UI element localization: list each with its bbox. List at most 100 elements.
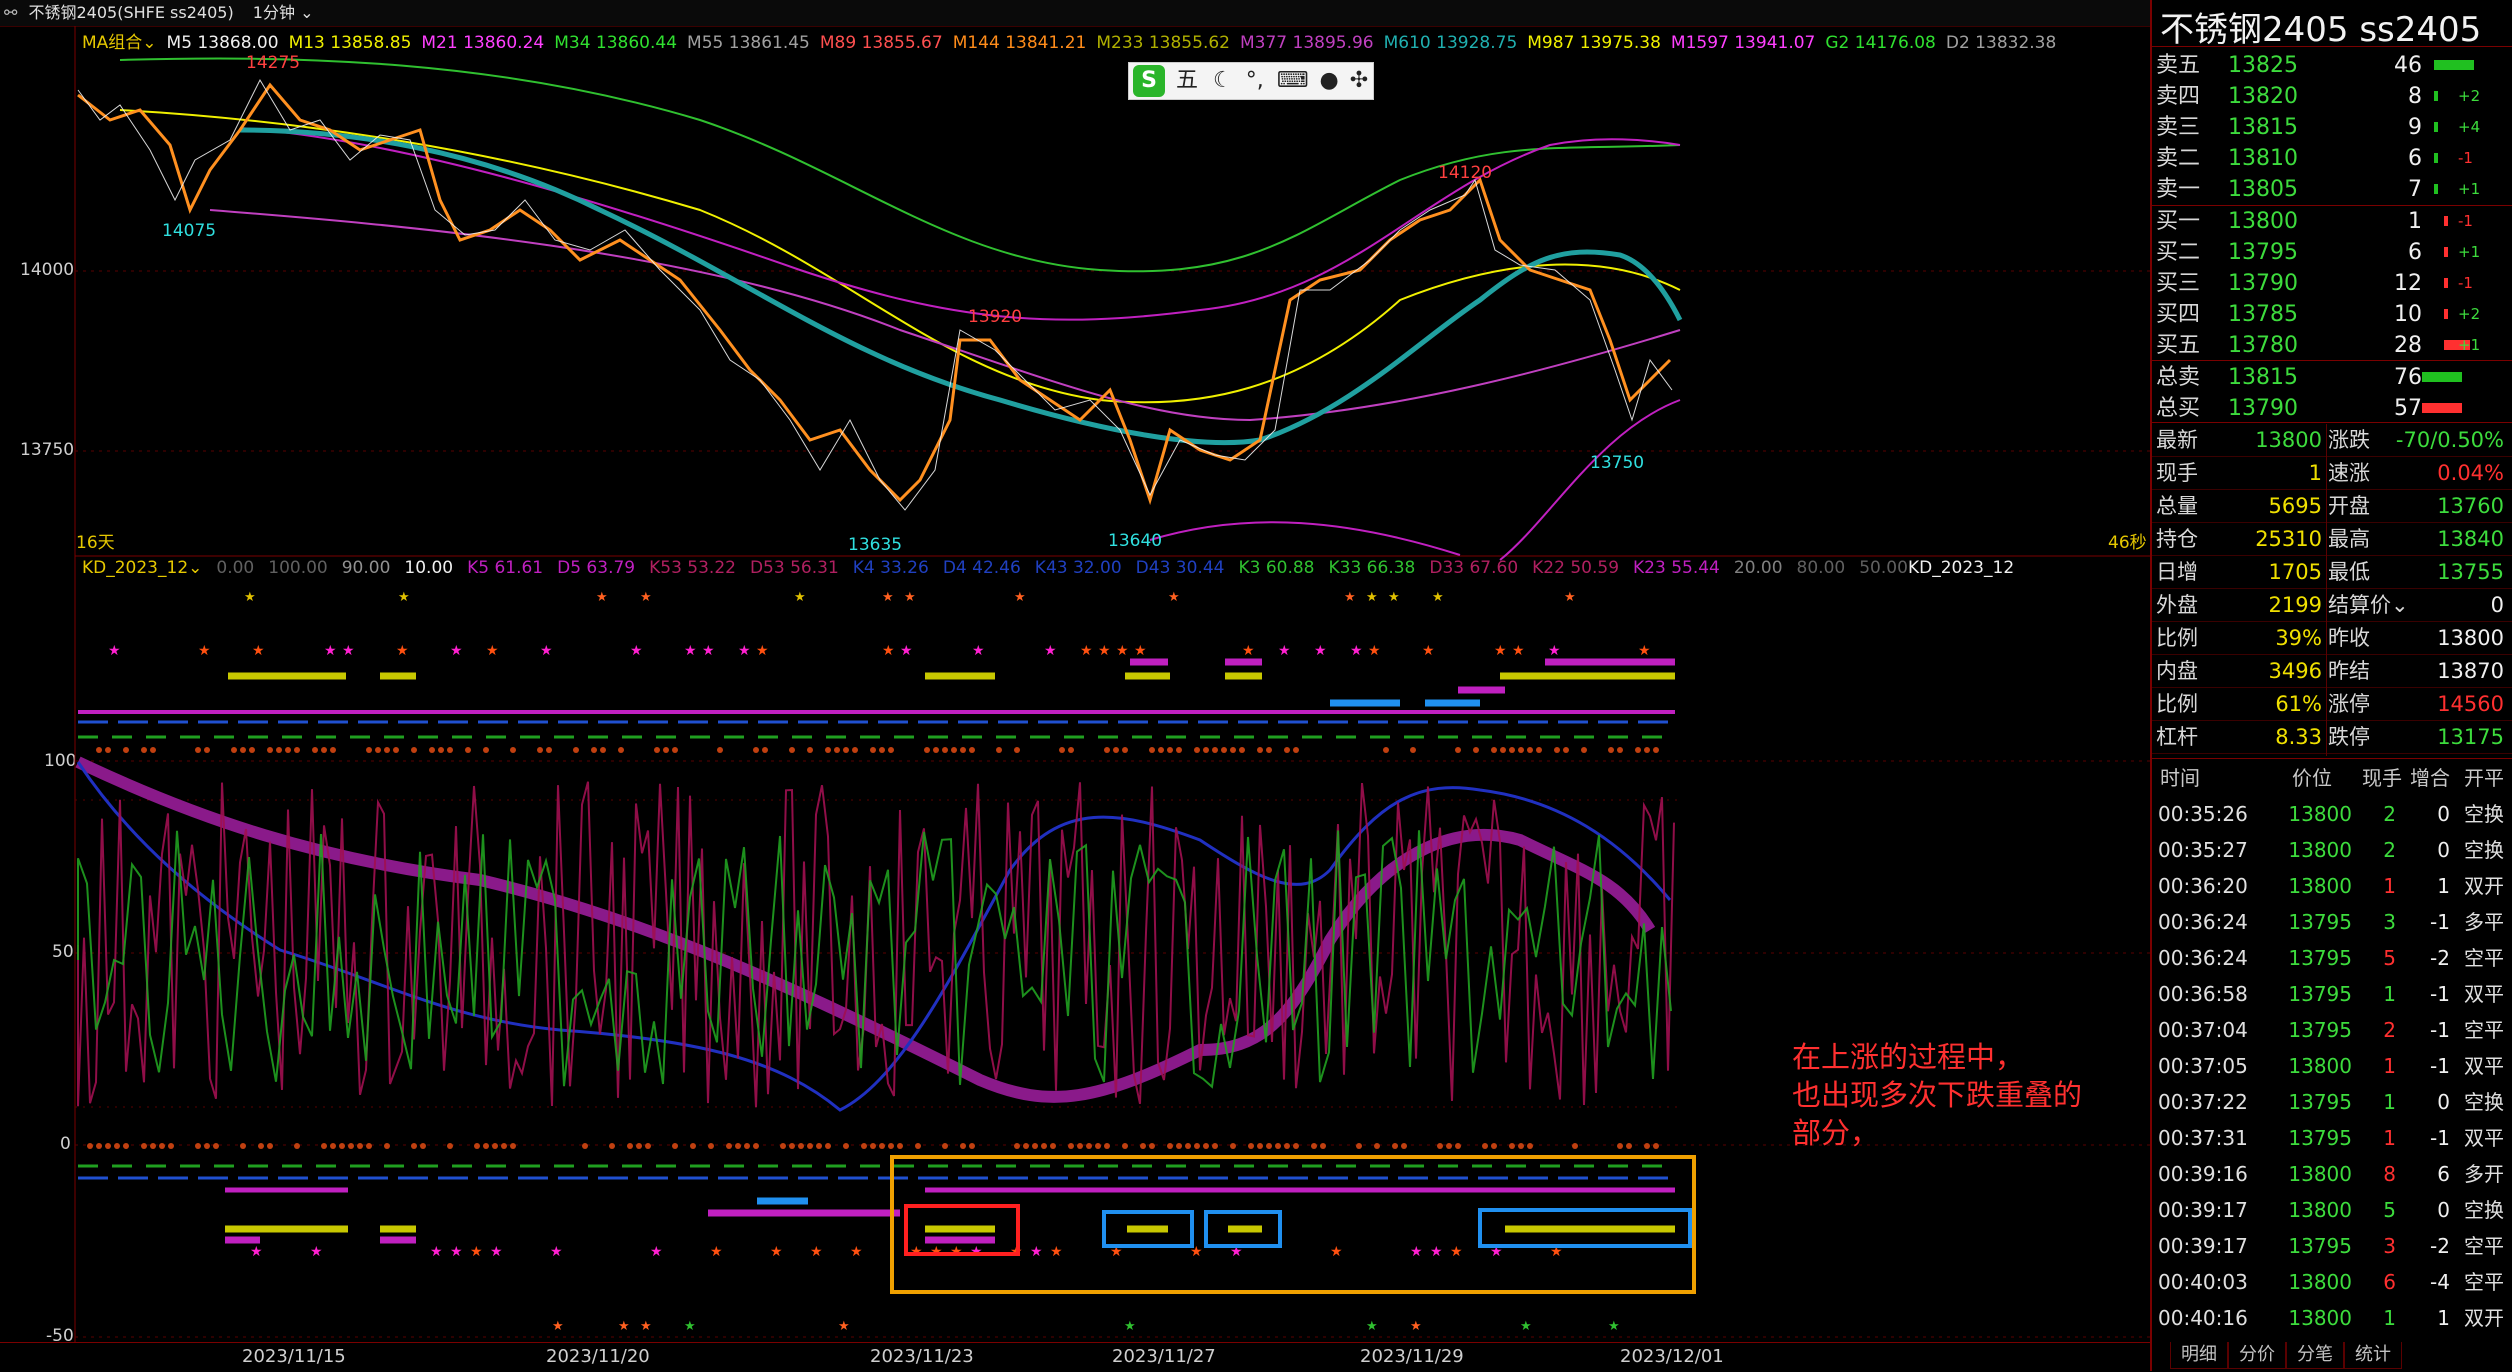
star-marker: ★	[250, 1244, 263, 1260]
dot-marker	[1617, 747, 1623, 753]
user-icon[interactable]: ●	[1319, 68, 1339, 93]
dot-marker	[1293, 1143, 1299, 1149]
trade-row: 00:36:24 13795 5 -2 空平	[2158, 946, 2504, 970]
kd-indicator-dropdown[interactable]: KD_2023_12⌄	[82, 558, 203, 578]
kd-legend-item: K43 32.00	[1034, 558, 1122, 578]
dot-marker	[1239, 747, 1245, 753]
dot-marker	[1527, 747, 1533, 753]
star-marker: ★	[1080, 643, 1093, 659]
ma-combo-dropdown[interactable]: MA组合⌄	[82, 33, 157, 53]
dot-marker	[825, 747, 831, 753]
dot-marker	[1122, 747, 1128, 753]
annotation-note: 在上涨的过程中， 也出现多次下跌重叠的 部分，	[1792, 1040, 2083, 1150]
level-label: 卖一	[2156, 177, 2201, 202]
dot-marker	[1266, 1143, 1272, 1149]
date-label: 2023/11/29	[1360, 1346, 1464, 1367]
dot-marker	[429, 747, 435, 753]
dot-marker	[1122, 1143, 1128, 1149]
dot-marker	[861, 1143, 867, 1149]
star-marker: ★	[702, 643, 715, 659]
kd-right-label: KD_2023_12	[1908, 558, 2015, 578]
ime-toolbar[interactable]: S 五 ☾ °, ⌨ ● ✣	[1128, 62, 1374, 100]
keyboard-icon[interactable]: ⌨	[1276, 68, 1309, 93]
dot-marker	[510, 1143, 516, 1149]
ma-m1597-lower-curve	[1149, 399, 1681, 561]
date-label: 2023/11/15	[242, 1346, 346, 1367]
star-marker: ★	[1388, 590, 1400, 605]
dot-marker	[1572, 1143, 1578, 1149]
chevron-down-icon: ⌄	[300, 3, 314, 22]
ma-legend-item: M610 13928.75	[1383, 33, 1518, 53]
bid-row[interactable]: 买一 13800 1 -1	[2152, 206, 2512, 237]
dot-marker	[438, 747, 444, 753]
dot-marker	[1221, 747, 1227, 753]
star-marker: ★	[882, 643, 895, 659]
tab-2[interactable]: 分笔	[2286, 1342, 2344, 1369]
ask-row[interactable]: 卖一 13805 7 +1	[2152, 174, 2512, 205]
ma-m610-curve	[239, 127, 1683, 446]
dot-marker	[870, 747, 876, 753]
dot-marker	[609, 1143, 615, 1149]
trade-row: 00:36:24 13795 3 -1 多平	[2158, 910, 2504, 934]
tab-1[interactable]: 分价	[2228, 1342, 2286, 1369]
qty-bar	[2434, 91, 2438, 101]
star-marker: ★	[1638, 643, 1651, 659]
level-qty: 10	[2394, 302, 2422, 327]
ime-mode[interactable]: 五	[1176, 68, 1199, 93]
tab-0[interactable]: 明细	[2170, 1342, 2228, 1369]
ask-row[interactable]: 卖五 13825 46	[2152, 50, 2512, 81]
star-marker: ★	[1050, 1244, 1063, 1260]
dot-marker	[312, 747, 318, 753]
kd-legend-item: K53 53.22	[649, 558, 736, 578]
ask-row[interactable]: 卖三 13815 9 +4	[2152, 112, 2512, 143]
stat-row: 内盘 3496 昨结 13870	[2156, 659, 2504, 683]
qty-bar	[2444, 340, 2470, 350]
signal-bars	[78, 658, 1675, 1244]
period-dropdown[interactable]: 1分钟 ⌄	[252, 3, 314, 22]
bid-row[interactable]: 买三 13790 12 -1	[2152, 268, 2512, 299]
level-change: +1	[2458, 180, 2481, 198]
annot-high1: 14275	[246, 53, 300, 73]
chart-canvas[interactable]: 14275 14075 13920 13635 13640 14120 1375…	[0, 0, 2150, 1342]
dot-marker	[996, 747, 1002, 753]
dot-marker	[141, 747, 147, 753]
star-marker: ★	[1350, 643, 1363, 659]
dot-marker	[465, 747, 471, 753]
dot-marker	[1446, 1143, 1452, 1149]
moon-icon[interactable]: ☾	[1213, 68, 1233, 93]
trade-row: 00:35:26 13800 2 0 空换	[2158, 802, 2504, 826]
star-marker: ★	[1098, 643, 1111, 659]
dot-marker	[1041, 1143, 1047, 1149]
dot-marker	[762, 747, 768, 753]
level-change: -1	[2458, 149, 2473, 167]
star-marker: ★	[1116, 643, 1129, 659]
level-qty: 1	[2408, 209, 2422, 234]
bid-row[interactable]: 买五 13780 28 +1	[2152, 330, 2512, 361]
qty-bar	[2434, 60, 2474, 70]
ask-row[interactable]: 卖四 13820 8 +2	[2152, 81, 2512, 112]
quote-panel: 不锈钢2405 ss2405 卖五 13825 46 卖四 13820 8 +2…	[2150, 0, 2512, 1371]
bid-row[interactable]: 买四 13785 10 +2	[2152, 299, 2512, 330]
star-marker: ★	[1314, 643, 1327, 659]
tab-3[interactable]: 统计	[2344, 1342, 2402, 1369]
ask-row[interactable]: 卖二 13810 6 -1	[2152, 143, 2512, 174]
level-label: 买一	[2156, 209, 2201, 234]
dot-marker	[789, 747, 795, 753]
punct-icon[interactable]: °,	[1245, 68, 1264, 93]
bid-row[interactable]: 买二 13795 6 +1	[2152, 237, 2512, 268]
dot-marker	[915, 1143, 921, 1149]
link-icon[interactable]: ⚯	[4, 3, 18, 22]
price-line-fine	[77, 78, 1673, 511]
ma-m987-curve	[119, 109, 1681, 404]
grid-icon[interactable]: ✣	[1349, 68, 1369, 93]
dot-marker	[123, 747, 129, 753]
dot-marker	[240, 1143, 246, 1149]
dot-marker	[537, 747, 543, 753]
highlight-box-blue-2	[1204, 1210, 1282, 1248]
kd-legend: KD_2023_12⌄ 0.00 100.00 90.00 10.00 K5 61.61 D…	[82, 558, 1922, 578]
star-marker: ★	[244, 590, 256, 605]
kd-legend-item: K22 50.59	[1532, 558, 1620, 578]
star-marker: ★	[596, 590, 608, 605]
dot-marker	[105, 1143, 111, 1149]
dot-marker	[1086, 1143, 1092, 1149]
